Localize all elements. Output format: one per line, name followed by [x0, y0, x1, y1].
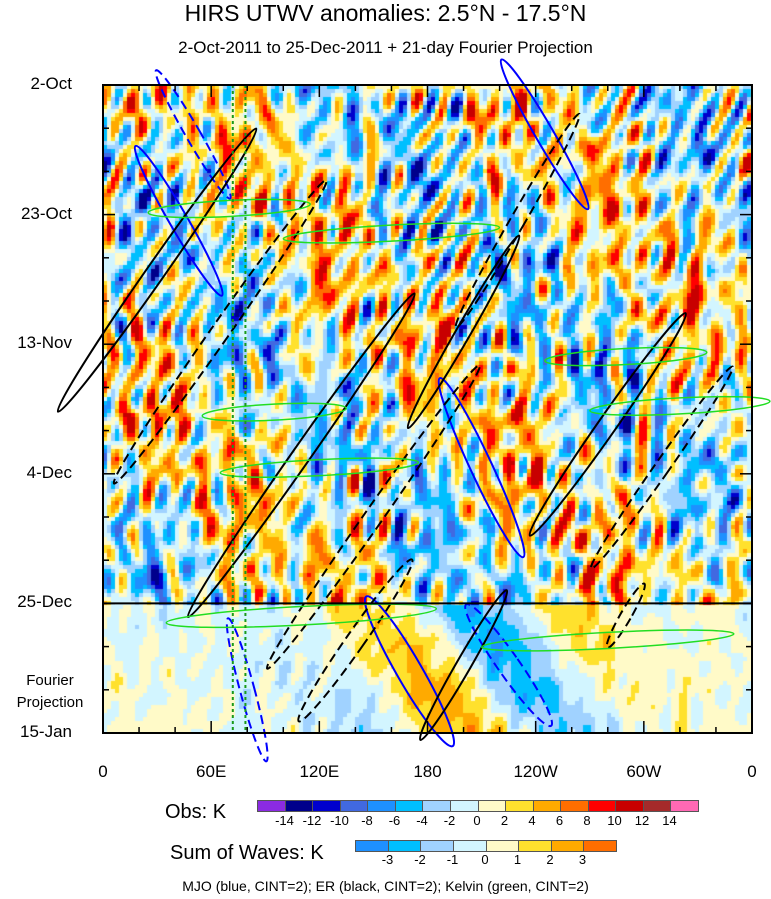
- y-tick-label: 15-Jan: [20, 722, 72, 741]
- colorbar-swatch: [486, 841, 520, 851]
- colorbar-swatch: [258, 801, 286, 811]
- colorbar-swatch: [519, 841, 552, 851]
- colorbar-swatch: [395, 801, 424, 811]
- colorbar-level-label: -8: [361, 813, 373, 828]
- colorbar-level-label: 4: [528, 813, 536, 828]
- kelvin-contour: [544, 346, 708, 367]
- colorbar-swatch: [551, 841, 585, 851]
- colorbar-swatch: [368, 801, 396, 811]
- waves-colorbar-label: Sum of Waves: K: [170, 842, 324, 864]
- kelvin-contour: [481, 629, 735, 652]
- colorbar-level-label: -12: [302, 813, 322, 828]
- er-contour: [186, 292, 416, 619]
- x-tick-label: 180: [413, 762, 442, 781]
- kelvin-contour: [147, 198, 311, 219]
- colorbar-swatch: [313, 801, 341, 811]
- fourier-label-line1: Fourier: [26, 672, 74, 689]
- er-contour: [454, 112, 581, 329]
- x-tick-label: 60E: [196, 762, 227, 781]
- y-tick-label: 2-Oct: [30, 74, 72, 93]
- fourier-projection-label: Fourier Projection: [10, 670, 90, 714]
- chart-subtitle: 2-Oct-2011 to 25-Dec-2011 + 21-day Fouri…: [178, 38, 593, 57]
- er-contour: [406, 234, 521, 430]
- kelvin-contour: [165, 603, 438, 629]
- er-contour: [56, 127, 258, 413]
- plot-frame: [102, 84, 753, 734]
- kelvin-contour: [219, 457, 420, 478]
- colorbar-swatch: [588, 801, 617, 811]
- colorbar-level-label: 12: [634, 813, 650, 828]
- colorbar-swatch: [388, 841, 422, 851]
- y-tick-label: 13-Nov: [17, 333, 72, 353]
- colorbar-level-label: 6: [555, 813, 564, 828]
- colorbar-level-label: -10: [330, 813, 349, 828]
- colorbar-swatch: [616, 801, 644, 811]
- colorbar-level-label: -6: [388, 813, 401, 828]
- colorbar-level-label: -4: [416, 813, 428, 828]
- er-contour: [589, 365, 734, 570]
- kelvin-contour: [589, 395, 771, 416]
- colorbar-swatch: [340, 801, 369, 811]
- colorbar-swatch: [671, 801, 698, 811]
- obs-colorbar-label: Obs: K: [165, 801, 227, 823]
- colorbar-level-label: 10: [607, 813, 622, 828]
- colorbar-level-label: -2: [443, 813, 456, 828]
- y-tick-label: 23-Oct: [20, 203, 72, 223]
- er-contour: [265, 364, 481, 670]
- er-contour: [112, 179, 328, 485]
- colorbar-swatch: [643, 801, 672, 811]
- mjo-contour: [437, 377, 526, 559]
- colorbar-level-label: 1: [513, 852, 522, 867]
- colorbar-swatch: [561, 801, 589, 811]
- chart-title: HIRS UTWV anomalies: 2.5°N - 17.5°N: [184, 0, 587, 26]
- x-tick-label: 0: [98, 762, 108, 781]
- colorbar-swatch: [450, 801, 479, 811]
- er-contour: [528, 312, 688, 537]
- mjo-contour: [154, 69, 232, 200]
- mjo-contour: [363, 595, 456, 748]
- x-tick-label: 120E: [299, 762, 340, 781]
- waves-colorbar: [355, 840, 617, 852]
- y-tick-label: 4-Dec: [26, 462, 72, 482]
- colorbar-level-label: 0: [473, 813, 481, 828]
- kelvin-contour: [201, 402, 348, 422]
- y-tick-label: 25-Dec: [17, 592, 72, 612]
- obs-colorbar: [257, 800, 699, 812]
- er-contour: [605, 582, 646, 649]
- footer-legend: MJO (blue, CINT=2); ER (black, CINT=2); …: [182, 878, 589, 894]
- colorbar-level-label: 14: [662, 813, 677, 828]
- mjo-contour: [225, 617, 269, 763]
- colorbar-swatch: [356, 841, 389, 851]
- colorbar-swatch: [584, 841, 616, 851]
- colorbar-level-label: -1: [446, 852, 459, 867]
- colorbar-level-label: -14: [275, 813, 294, 828]
- er-contour: [297, 558, 414, 723]
- colorbar-swatch: [421, 841, 454, 851]
- colorbar-swatch: [423, 801, 451, 811]
- colorbar-level-label: 2: [546, 852, 554, 867]
- colorbar-swatch: [506, 801, 534, 811]
- colorbar-level-label: -2: [414, 852, 426, 867]
- colorbar-level-label: 8: [583, 813, 591, 828]
- mjo-contour: [464, 603, 554, 728]
- colorbar-level-label: 0: [481, 852, 489, 867]
- x-tick-label: 120W: [513, 762, 558, 781]
- colorbar-swatch: [478, 801, 507, 811]
- x-tick-label: 60W: [626, 762, 662, 781]
- kelvin-contour: [282, 222, 501, 244]
- fourier-label-line2: Projection: [16, 694, 84, 711]
- er-contour: [418, 589, 509, 742]
- anomaly-heatmap: [103, 85, 752, 733]
- colorbar-swatch: [453, 841, 487, 851]
- x-tick-label: 0: [747, 762, 757, 781]
- colorbar-swatch: [285, 801, 314, 811]
- mjo-contour: [133, 144, 224, 297]
- mjo-contour: [499, 58, 590, 211]
- colorbar-swatch: [533, 801, 562, 811]
- colorbar-level-label: 3: [578, 852, 587, 867]
- colorbar-level-label: -3: [381, 852, 394, 867]
- colorbar-level-label: 2: [500, 813, 509, 828]
